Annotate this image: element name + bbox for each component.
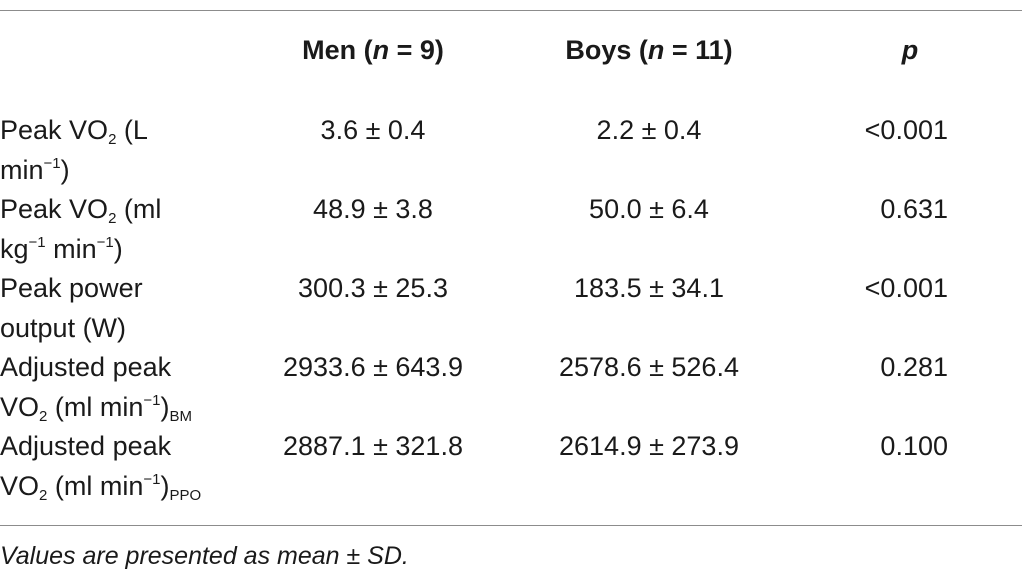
row-label-adjusted-ppo: Adjusted peak VO2 (ml min−1)PPO xyxy=(0,431,202,504)
row-4-men: 2933.6 ± 643.9 xyxy=(283,352,463,382)
row-3-men: 300.3 ± 25.3 xyxy=(298,273,448,303)
row-1-p: <0.001 xyxy=(864,115,948,145)
row-label-peak-vo2-ml: Peak VO2 (ml kg−1 min−1) xyxy=(0,194,162,264)
table-footnote: Values are presented as mean ± SD. xyxy=(0,542,409,570)
row-label-peak-power: Peak power output (W) xyxy=(0,273,143,343)
row-label-peak-vo2-l: Peak VO2 (L min−1) xyxy=(0,115,148,185)
row-5-p: 0.100 xyxy=(880,431,948,461)
header-men: Men (n = 9) xyxy=(302,35,444,65)
row-5-boys: 2614.9 ± 273.9 xyxy=(559,431,739,461)
row-4-p: 0.281 xyxy=(880,352,948,382)
row-3-boys: 183.5 ± 34.1 xyxy=(574,273,724,303)
row-3-p: <0.001 xyxy=(864,273,948,303)
table-top-rule xyxy=(0,10,1022,11)
row-label-adjusted-bm: Adjusted peak VO2 (ml min−1)BM xyxy=(0,352,192,425)
row-2-men: 48.9 ± 3.8 xyxy=(313,194,433,224)
table-bottom-rule xyxy=(0,525,1022,526)
header-p: p xyxy=(901,35,919,65)
row-5-men: 2887.1 ± 321.8 xyxy=(283,431,463,461)
row-2-p: 0.631 xyxy=(880,194,948,224)
header-boys: Boys (n = 11) xyxy=(565,35,733,65)
row-1-men: 3.6 ± 0.4 xyxy=(320,115,426,145)
row-1-boys: 2.2 ± 0.4 xyxy=(596,115,702,145)
row-4-boys: 2578.6 ± 526.4 xyxy=(559,352,739,382)
row-2-boys: 50.0 ± 6.4 xyxy=(589,194,709,224)
